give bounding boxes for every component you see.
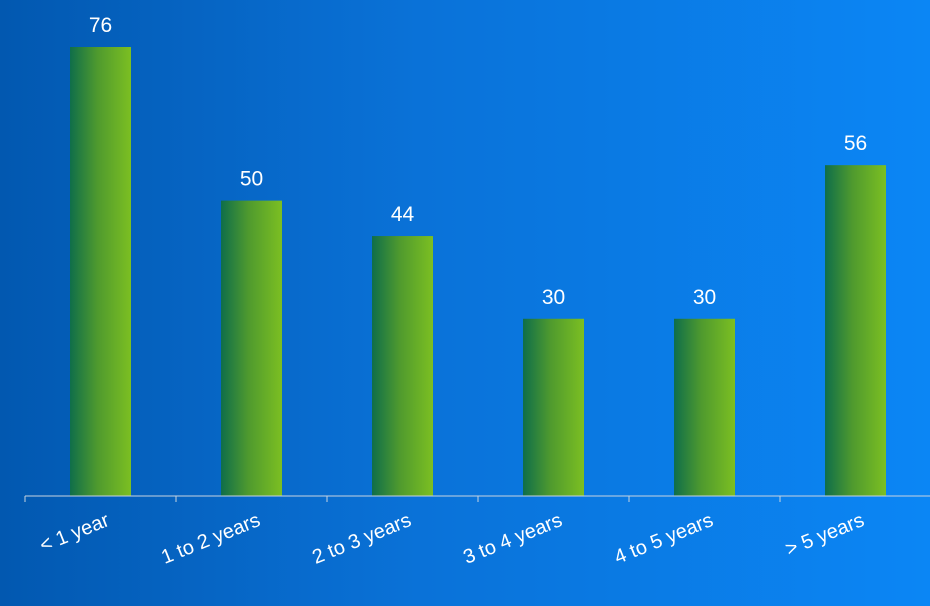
data-label-5: 56 <box>844 132 867 155</box>
x-tick-label-1: 1 to 2 years <box>158 509 263 569</box>
data-label-4: 30 <box>693 286 716 309</box>
bars <box>70 47 886 497</box>
data-label-1: 50 <box>240 168 263 191</box>
x-tick-labels: < 1 year 1 to 2 years 2 to 3 years 3 to 4 y… <box>37 509 868 569</box>
data-label-3: 30 <box>542 286 565 309</box>
bar-4 <box>674 318 735 496</box>
bar-1 <box>221 200 282 496</box>
x-tick-label-4: 4 to 5 years <box>611 509 716 569</box>
bar-0 <box>70 47 131 496</box>
x-tick-label-2: 2 to 3 years <box>309 509 414 569</box>
x-axis <box>24 495 930 502</box>
x-tick-label-3: 3 to 4 years <box>460 509 565 569</box>
bar-5 <box>825 165 886 496</box>
bar-3 <box>523 318 584 496</box>
data-label-0: 76 <box>89 14 112 37</box>
bar-2 <box>372 236 433 497</box>
x-tick-label-0: < 1 year <box>37 509 113 557</box>
x-tick-label-5: > 5 years <box>782 509 867 560</box>
data-label-2: 44 <box>391 203 415 226</box>
data-labels: 76 50 44 30 30 56 <box>89 14 867 309</box>
